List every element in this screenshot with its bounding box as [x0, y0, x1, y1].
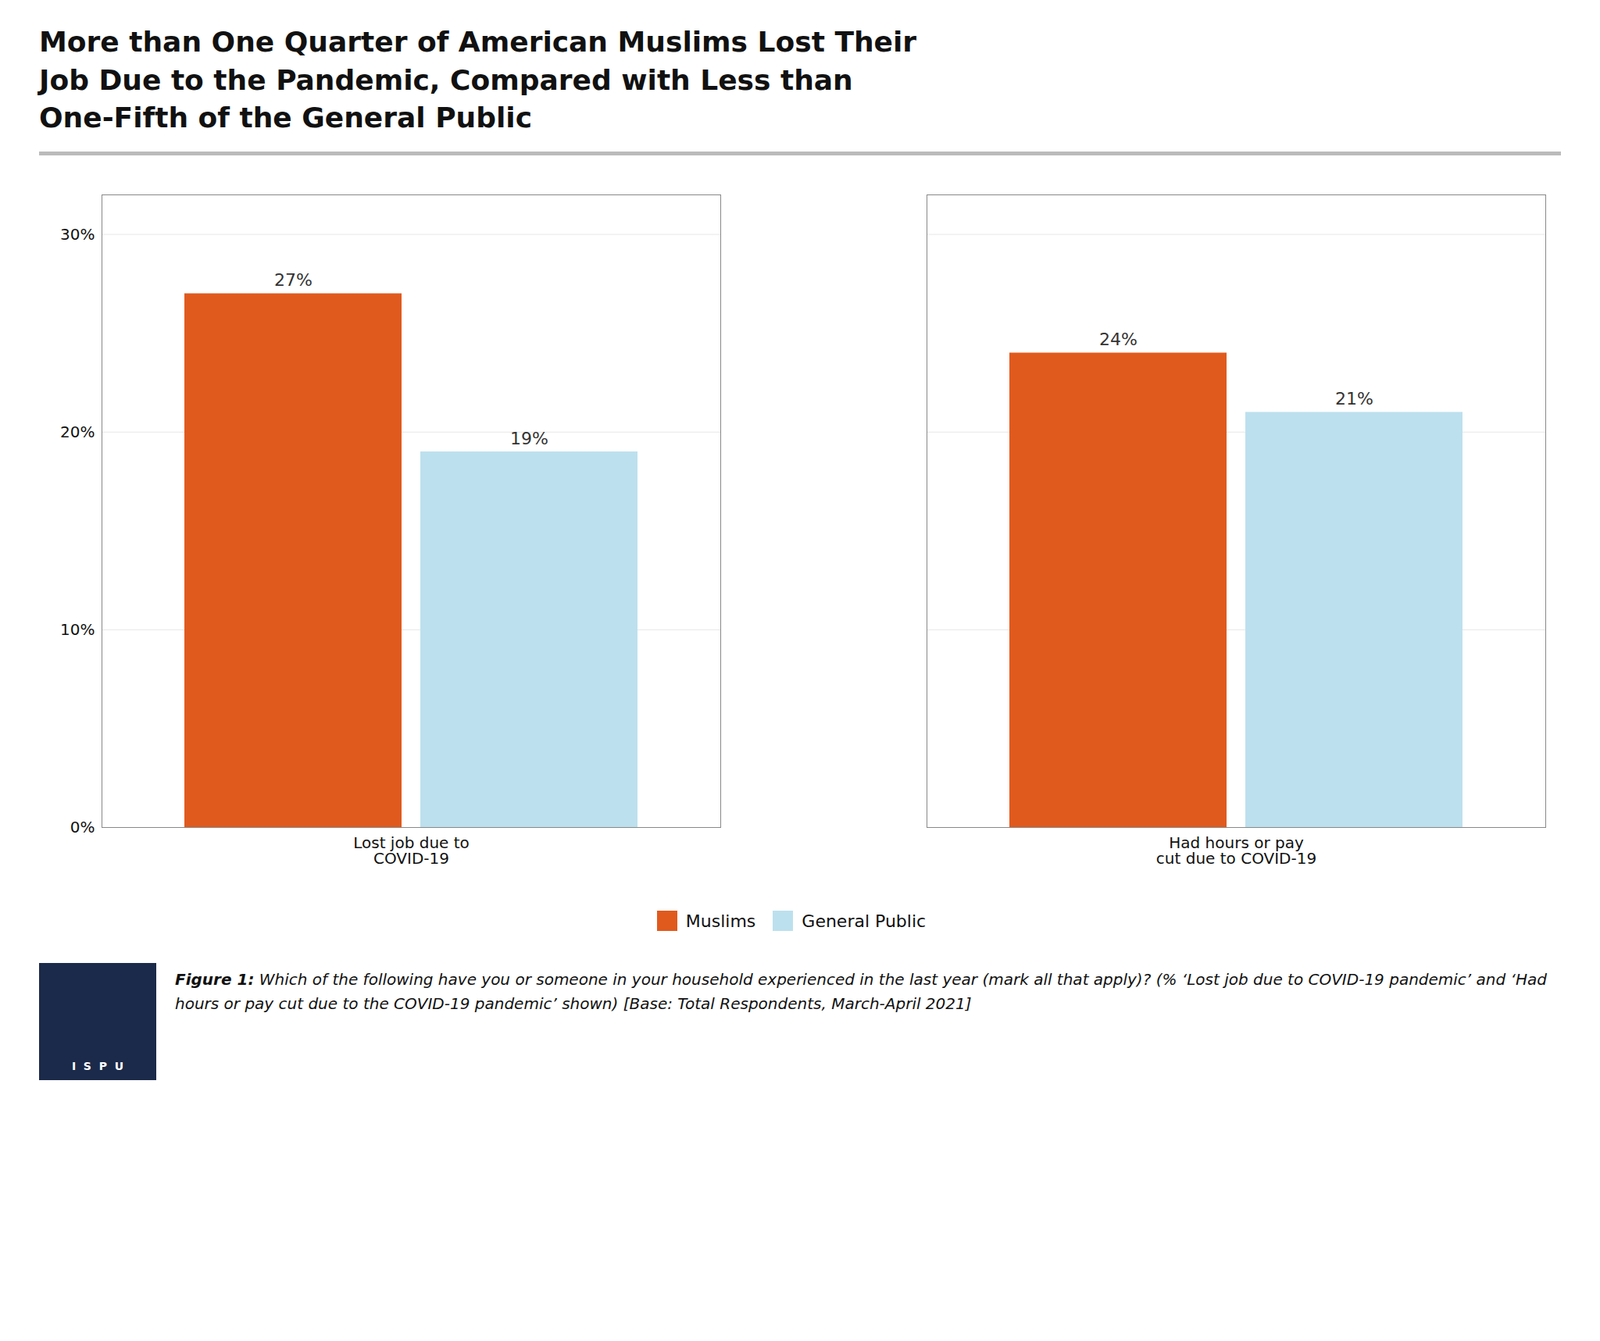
- svg-text:10%: 10%: [60, 620, 95, 640]
- svg-text:20%: 20%: [60, 421, 95, 441]
- html-text:I S P U: I S P U: [71, 1060, 124, 1073]
- html-text:More than One Quarter of Ameri: More than One Quarter of American Muslim…: [39, 25, 917, 134]
- html-text:General Public: General Public: [801, 911, 926, 932]
- svg-text:24%: 24%: [1099, 329, 1138, 350]
- svg-text:0%: 0%: [70, 817, 96, 837]
- svg-text:30%: 30%: [60, 224, 95, 243]
- html-text:Muslims: Muslims: [685, 911, 756, 932]
- svg-text:Had hours or paycut due to COV: Had hours or paycut due to COVID-19: [1156, 832, 1317, 868]
- svg-text:21%: 21%: [1335, 389, 1374, 409]
- svg-text:Lost job due toCOVID-19: Lost job due toCOVID-19: [353, 832, 470, 868]
- svg-text:27%: 27%: [274, 270, 313, 290]
- svg-text:19%: 19%: [510, 428, 549, 448]
- html-text:Figure 1: Which of the followi: Figure 1: Which of the following have yo…: [175, 970, 1547, 1014]
